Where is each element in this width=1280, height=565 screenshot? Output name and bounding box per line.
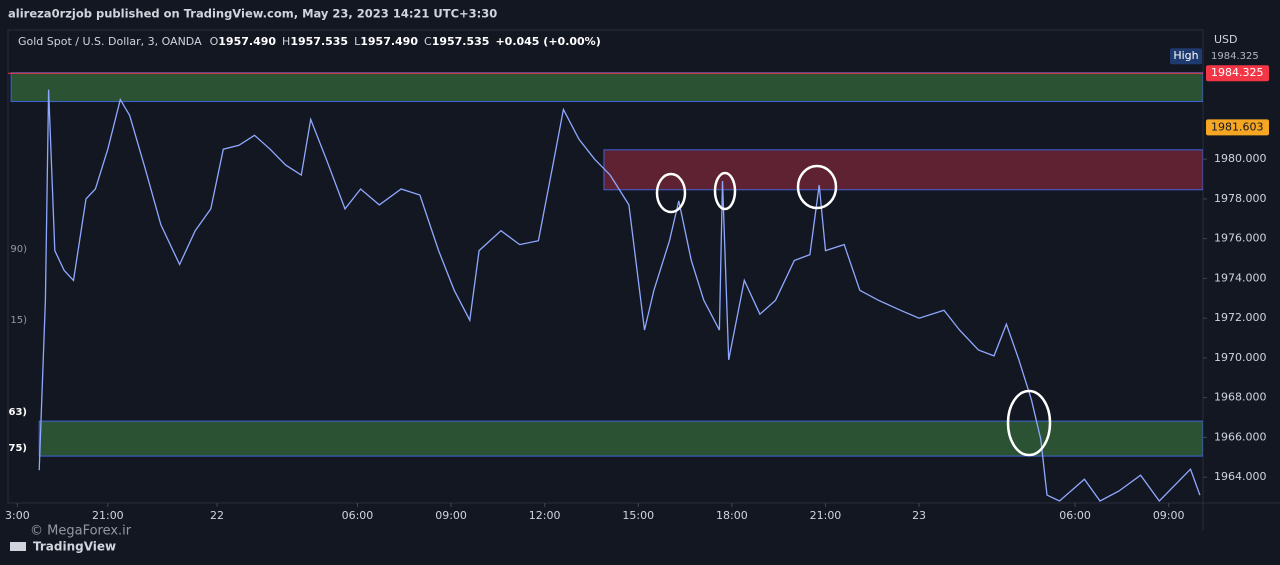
legend-text: C <box>424 35 432 48</box>
x-tick-label: 12:00 <box>529 509 561 522</box>
legend-text: Gold Spot / U.S. Dollar, 3, OANDA <box>18 35 202 48</box>
price-tag-label: 1984.325 <box>1211 66 1264 79</box>
x-tick-label: 06:00 <box>342 509 374 522</box>
brand: TradingView <box>33 540 116 554</box>
legend-text: 1957.490 <box>218 35 276 48</box>
y-tick-label: 1966.000 <box>1214 430 1267 443</box>
x-tick-label: 3:00 <box>5 509 30 522</box>
legend-text: 1957.535 <box>432 35 490 48</box>
legend-text: +0.045 (+0.00%) <box>495 35 600 48</box>
plot <box>8 72 1203 503</box>
zone <box>38 420 1203 457</box>
x-tick-label: 15:00 <box>622 509 654 522</box>
y-tick-label: 1974.000 <box>1214 271 1267 284</box>
y-tick-label: 1978.000 <box>1214 192 1267 205</box>
x-tick-label: 21:00 <box>810 509 842 522</box>
watermark: © MegaForex.ir <box>30 524 132 539</box>
hand-circle <box>1006 389 1052 457</box>
annotations <box>655 164 1052 457</box>
y-tick-label: 1968.000 <box>1214 391 1267 404</box>
legend-text: H <box>282 35 290 48</box>
left-label: 63) <box>9 407 28 418</box>
legend-line: Gold Spot / U.S. Dollar, 3, OANDA O 1957.4… <box>18 35 601 48</box>
currency: USD <box>1214 33 1238 46</box>
legend-text: L <box>354 35 361 48</box>
hand-circle <box>796 164 838 210</box>
x-tick-label: 22 <box>210 509 224 522</box>
legend-text: 1957.535 <box>290 35 348 48</box>
publisher: alireza0rzjob published on TradingView.c… <box>8 7 497 21</box>
y-tick-label: 1976.000 <box>1214 232 1267 245</box>
high-marker-box <box>1170 48 1202 65</box>
price-tag <box>1206 119 1269 136</box>
x-tick-label: 18:00 <box>716 509 748 522</box>
zone <box>603 149 1203 191</box>
hand-circle <box>655 172 687 214</box>
x-tick-label: 06:00 <box>1059 509 1091 522</box>
price-tag-label: 1981.603 <box>1211 120 1264 133</box>
zone <box>10 72 1203 103</box>
y-tick-label: 1972.000 <box>1214 311 1267 324</box>
legend-text: O <box>210 35 219 48</box>
x-tick-label: 09:00 <box>1153 509 1185 522</box>
left-label: 15) <box>10 315 27 326</box>
brand-logo <box>10 542 26 551</box>
left-label: 75) <box>9 443 28 454</box>
high-marker-label: High <box>1173 49 1198 62</box>
price-line <box>38 89 1201 503</box>
price-tag <box>1206 65 1269 82</box>
left-label: 90) <box>10 244 27 255</box>
high-marker-value: 1984.325 <box>1211 51 1259 62</box>
x-tick-label: 21:00 <box>92 509 124 522</box>
y-tick-label: 1970.000 <box>1214 351 1267 364</box>
y-tick-label: 1964.000 <box>1214 470 1267 483</box>
x-tick-label: 23 <box>912 509 926 522</box>
x-tick-label: 09:00 <box>435 509 467 522</box>
hand-circle <box>713 171 737 211</box>
y-tick-label: 1980.000 <box>1214 152 1267 165</box>
legend-text: 1957.490 <box>360 35 418 48</box>
